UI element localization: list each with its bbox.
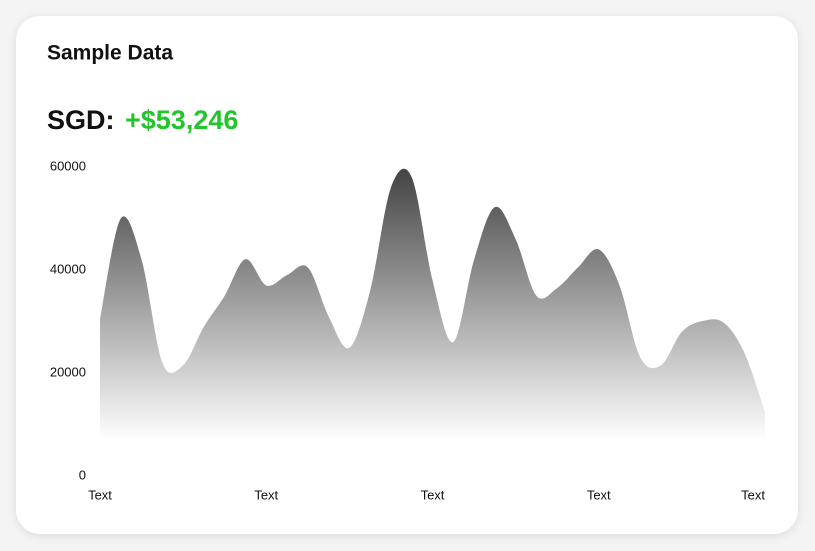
x-tick-label: Text [587,487,611,502]
x-tick-label: Text [88,487,112,502]
y-tick-label: 60000 [50,158,86,173]
y-tick-label: 0 [79,467,86,482]
x-tick-label: Text [254,487,278,502]
currency-label: SGD: [47,105,115,135]
y-tick-label: 20000 [50,364,86,379]
area [100,168,765,477]
chart-title: Sample Data [47,42,173,65]
total-value: +$53,246 [125,105,238,135]
x-tick-label: Text [421,487,445,502]
y-tick-label: 40000 [50,261,86,276]
x-tick-label: Text [741,487,765,502]
